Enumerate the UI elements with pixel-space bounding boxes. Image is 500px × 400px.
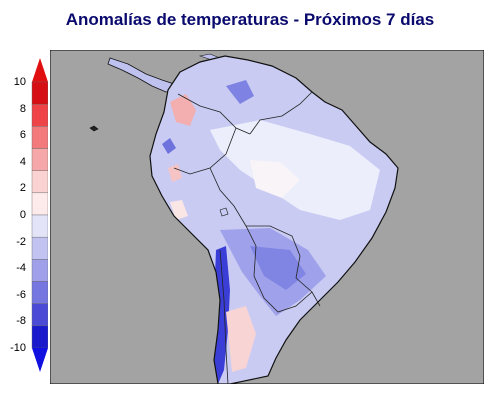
colorbar-tick-label: 2 (19, 182, 26, 195)
colorbar-segment (31, 236, 49, 260)
colorbar-tick-label: 8 (19, 102, 26, 115)
colorbar-bottom-arrow (32, 348, 48, 372)
lake-titicaca (219, 207, 229, 217)
colorbar-tick-label: -10 (10, 342, 26, 354)
colorbar-segment (31, 81, 49, 105)
colorbar-legend: 10 8 6 4 2 0 -2 -4 -6 -8 -10 (4, 58, 49, 372)
colorbar-segment (31, 281, 49, 304)
galapagos-islands (89, 125, 99, 132)
south-america-coastline (149, 55, 399, 384)
map-canvas (50, 50, 484, 384)
colorbar-tick-label: -2 (16, 235, 26, 248)
colorbar-segment (31, 192, 49, 216)
colorbar-segment (31, 325, 49, 349)
colorbar-segment (31, 259, 49, 282)
colorbar-segment (31, 303, 49, 327)
colorbar-segment (31, 148, 49, 171)
colorbar-tick-label: 6 (19, 129, 26, 142)
colorbar-segment (31, 170, 49, 194)
colorbar-top-arrow (32, 58, 48, 82)
colorbar-segment (31, 126, 49, 149)
colorbar-segment (31, 103, 49, 127)
colorbar-tick-label: 4 (19, 155, 26, 168)
colorbar-tick-label: -4 (16, 262, 26, 275)
colorbar-tick-label: 0 (19, 209, 26, 221)
colorbar-graphic (31, 58, 49, 372)
map-panel (50, 50, 484, 384)
colorbar-tick-label: 10 (13, 76, 26, 88)
map-title: Anomalías de temperaturas - Próximos 7 d… (65, 10, 435, 29)
colorbar-segments (31, 81, 49, 349)
country-borders (173, 91, 321, 384)
colorbar-tick-label: -8 (16, 315, 26, 328)
colorbar-tick-label: -6 (16, 288, 26, 301)
colorbar-segment (31, 214, 49, 238)
